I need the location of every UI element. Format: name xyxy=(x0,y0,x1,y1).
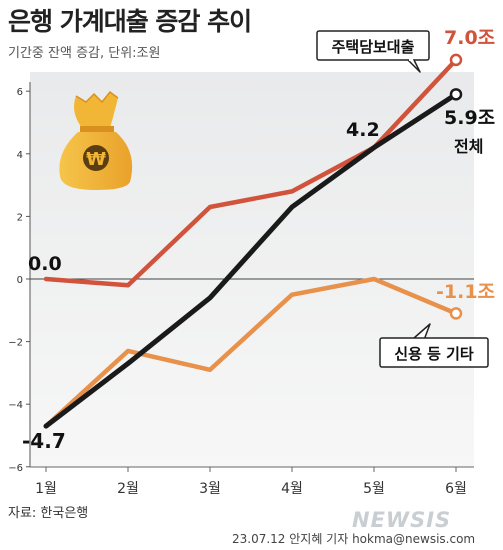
money-bag-icon: ₩ xyxy=(59,90,133,190)
y-tick-label: 4 xyxy=(17,150,23,161)
end-point-mortgage xyxy=(449,53,463,67)
legend-label-mortgage: 주택담보대출 xyxy=(332,38,415,56)
label-mortgage-end: 7.0조 xyxy=(444,27,495,49)
y-tick-label: 0 xyxy=(17,275,23,286)
y-axis: 6 4 2 0 −2 −4 −6 xyxy=(8,82,474,474)
source-note: 자료: 한국은행 xyxy=(8,506,89,521)
line-chart: 6 4 2 0 −2 −4 −6 1월 2월 3월 4월 5월 6월 ₩ 주택담보대출 신용 등 기타… xyxy=(8,27,495,497)
label-mid-value: 4.2 xyxy=(346,119,380,141)
series-line-mortgage xyxy=(43,57,459,288)
x-tick-label: 4월 xyxy=(281,481,303,497)
x-axis: 1월 2월 3월 4월 5월 6월 xyxy=(30,466,474,497)
x-tick-label: 3월 xyxy=(199,481,221,497)
end-point-credit xyxy=(449,307,463,320)
svg-text:₩: ₩ xyxy=(86,149,106,170)
x-tick-label: 5월 xyxy=(363,481,385,497)
y-tick-label: −6 xyxy=(8,463,23,474)
series-lines xyxy=(43,57,459,429)
y-tick-label: 2 xyxy=(17,212,23,223)
label-total-end: 5.9조 xyxy=(444,107,495,129)
x-tick-label: 1월 xyxy=(35,481,57,497)
label-credit-end: -1.1조 xyxy=(436,281,495,303)
x-tick-label: 6월 xyxy=(445,481,467,497)
end-point-total xyxy=(449,88,463,101)
label-start-zero: 0.0 xyxy=(28,253,62,275)
label-total-series: 전체 xyxy=(454,137,483,156)
legend-callout-mortgage: 주택담보대출 xyxy=(316,30,430,73)
y-tick-label: 6 xyxy=(17,87,23,98)
y-tick-label: −2 xyxy=(8,338,23,349)
chart-subtitle: 기간중 잔액 증감, 단위:조원 xyxy=(8,46,161,61)
legend-callout-credit: 신용 등 기타 xyxy=(379,323,489,368)
chart-title: 은행 가계대출 증감 추이 xyxy=(8,7,252,36)
y-tick-label: −4 xyxy=(8,400,23,411)
label-total-start: -4.7 xyxy=(22,429,66,453)
credit-line: 23.07.12 안지혜 기자 hokma@newsis.com xyxy=(232,532,476,546)
x-tick-label: 2월 xyxy=(117,481,139,497)
end-markers xyxy=(449,53,463,320)
series-line-credit xyxy=(43,276,459,429)
legend-label-credit: 신용 등 기타 xyxy=(394,345,474,363)
series-line-total xyxy=(43,91,459,429)
newsis-watermark: NEWSIS xyxy=(352,508,452,532)
